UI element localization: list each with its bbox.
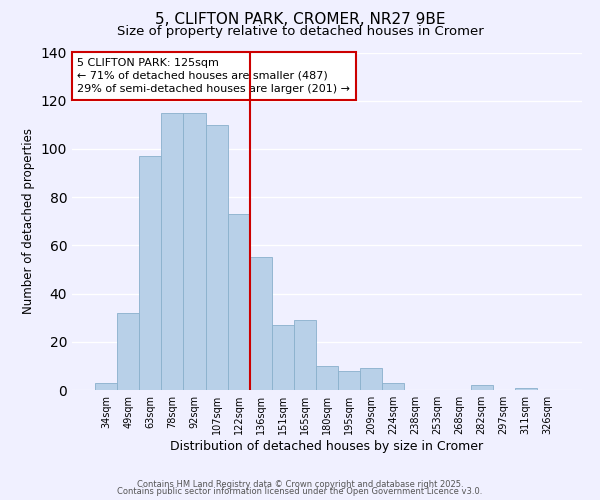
Bar <box>227 214 250 390</box>
Bar <box>206 125 227 390</box>
Bar <box>117 313 139 390</box>
Bar <box>294 320 316 390</box>
Bar <box>250 258 272 390</box>
Text: Contains public sector information licensed under the Open Government Licence v3: Contains public sector information licen… <box>118 487 482 496</box>
Text: 5, CLIFTON PARK, CROMER, NR27 9BE: 5, CLIFTON PARK, CROMER, NR27 9BE <box>155 12 445 28</box>
Bar <box>338 370 360 390</box>
Bar <box>470 385 493 390</box>
Text: Size of property relative to detached houses in Cromer: Size of property relative to detached ho… <box>116 25 484 38</box>
Bar <box>184 113 206 390</box>
Bar <box>515 388 537 390</box>
Y-axis label: Number of detached properties: Number of detached properties <box>22 128 35 314</box>
Bar <box>382 383 404 390</box>
Bar <box>272 325 294 390</box>
Bar <box>161 113 184 390</box>
Bar <box>95 383 117 390</box>
X-axis label: Distribution of detached houses by size in Cromer: Distribution of detached houses by size … <box>170 440 484 453</box>
Bar <box>316 366 338 390</box>
Text: 5 CLIFTON PARK: 125sqm
← 71% of detached houses are smaller (487)
29% of semi-de: 5 CLIFTON PARK: 125sqm ← 71% of detached… <box>77 58 350 94</box>
Text: Contains HM Land Registry data © Crown copyright and database right 2025.: Contains HM Land Registry data © Crown c… <box>137 480 463 489</box>
Bar <box>360 368 382 390</box>
Bar <box>139 156 161 390</box>
